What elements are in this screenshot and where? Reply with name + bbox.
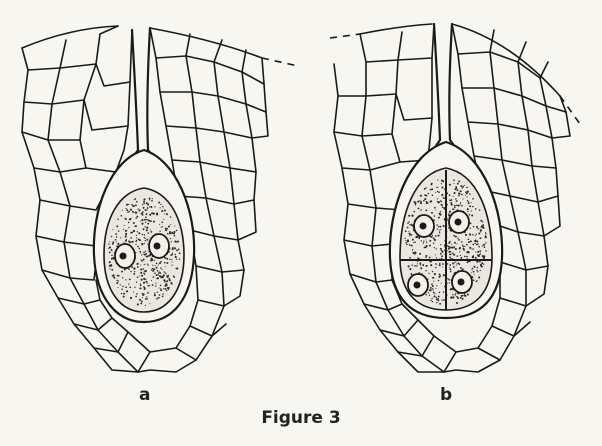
panel-a-archegonium [92,26,196,324]
panel-a-nucleus [114,243,136,269]
panel-b-archegonium [388,22,504,320]
panel-a-nucleus [148,233,170,259]
figure-caption: Figure 3 [261,408,341,428]
panel-b-nucleus [448,210,470,234]
panel-b-label: b [440,385,453,405]
panel-a-label: a [139,385,151,405]
panel-b-nucleus [451,270,473,294]
panel-b-nucleus [413,214,435,238]
panel-b-nucleus [407,273,429,297]
panel-b-tissue [329,23,581,373]
